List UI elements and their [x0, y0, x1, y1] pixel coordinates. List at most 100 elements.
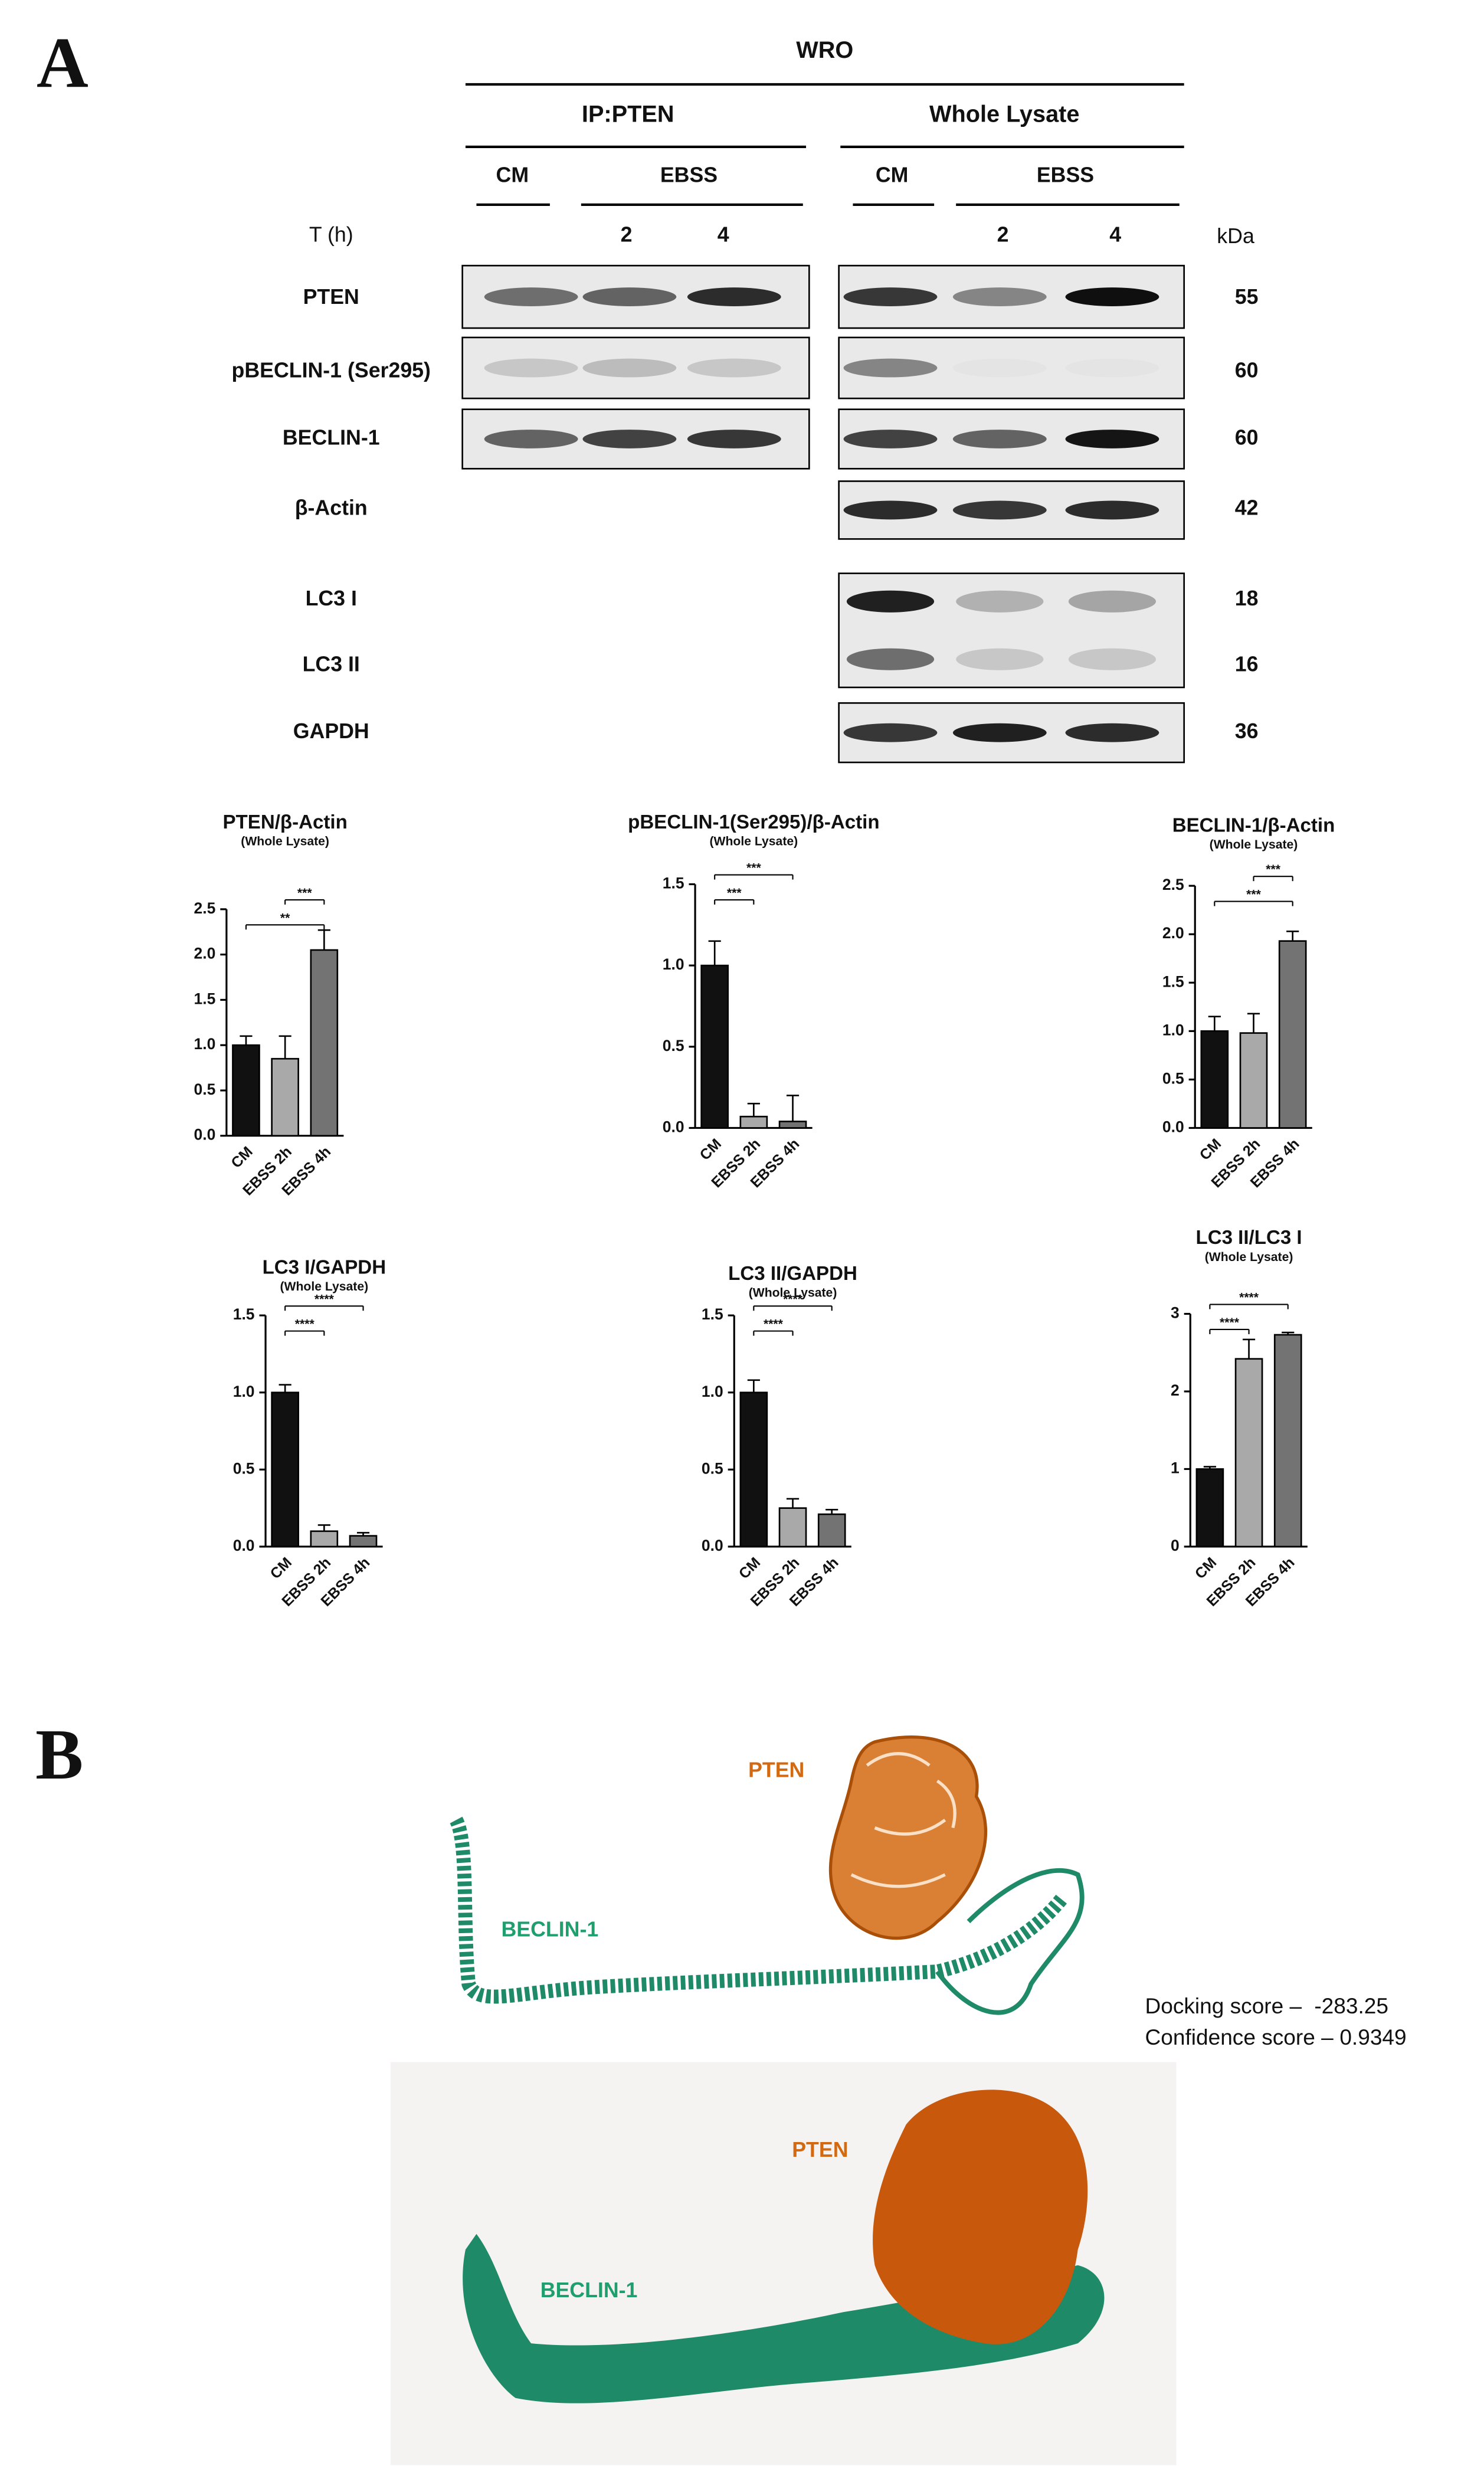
chart-title: LC3 II/LC3 I — [1196, 1227, 1302, 1249]
blot-band — [484, 287, 578, 306]
y-tick-label: 0.5 — [702, 1459, 723, 1477]
significance-label: **** — [295, 1318, 315, 1331]
blot-band — [956, 590, 1044, 613]
condition: EBSS — [1037, 163, 1094, 187]
y-tick-label: 1.5 — [663, 874, 684, 892]
blot-band — [952, 500, 1047, 520]
confidence-score: Confidence score –0.9349 — [1145, 2025, 1407, 2049]
x-tick-label: CM — [267, 1554, 295, 1582]
bar — [1278, 940, 1307, 1129]
blot-band — [843, 358, 938, 378]
blot-box — [461, 336, 810, 399]
bar — [232, 1044, 260, 1137]
kda-value: 42 — [1235, 496, 1259, 520]
y-tick-label: 0.5 — [663, 1037, 684, 1054]
y-tick-label: 2.0 — [1162, 924, 1184, 942]
y-tick-label: 1.0 — [194, 1035, 216, 1053]
docking-score: Docking score – -283.25 — [1145, 1993, 1388, 2018]
bar — [1273, 1334, 1302, 1548]
y-tick-label: 0.5 — [1162, 1069, 1184, 1087]
x-tick-label: CM — [228, 1144, 255, 1171]
x-tick-label: CM — [697, 1135, 725, 1163]
bar — [817, 1513, 846, 1548]
blot-band — [582, 287, 677, 306]
bar-chart: pBECLIN-1(Ser295)/β-Actin (Whole Lysate) 0… — [628, 811, 879, 1191]
x-tick-label: CM — [1192, 1554, 1220, 1582]
blot-band — [687, 358, 781, 378]
kda-value: 36 — [1235, 719, 1259, 743]
blot-box — [838, 572, 1185, 689]
y-tick-label: 0 — [1171, 1537, 1180, 1554]
chart-subtitle: (Whole Lysate) — [710, 835, 798, 849]
time: 2 — [621, 222, 633, 246]
y-tick-label: 0.5 — [233, 1459, 255, 1477]
y-tick-label: 2.5 — [1162, 876, 1184, 893]
significance-label: *** — [746, 862, 761, 875]
condition: CM — [496, 163, 529, 187]
structure-label: BECLIN-1 — [540, 2278, 638, 2302]
time: 4 — [718, 222, 729, 246]
y-tick-label: 0.0 — [663, 1118, 684, 1135]
y-tick-label: 1.0 — [663, 955, 684, 973]
blot-band — [1068, 590, 1157, 613]
blot-band — [952, 430, 1047, 448]
beclin-surface — [463, 2234, 1105, 2403]
time: 4 — [1109, 222, 1121, 246]
blot-band — [687, 430, 781, 448]
blot-band — [843, 723, 938, 742]
bar — [271, 1391, 299, 1548]
y-tick-label: 0.0 — [1162, 1118, 1184, 1135]
y-tick-label: 0.5 — [194, 1080, 216, 1098]
structure-label: BECLIN-1 — [502, 1918, 599, 1941]
significance-label: *** — [1266, 863, 1280, 876]
blot-label: PTEN — [303, 285, 359, 309]
time: 2 — [997, 222, 1009, 246]
y-tick-label: 1.0 — [233, 1383, 255, 1400]
y-tick-label: 2.5 — [194, 899, 216, 917]
blot-band — [846, 590, 935, 613]
kda-label: kDa — [1217, 224, 1254, 248]
significance-label: *** — [297, 886, 312, 900]
kda-value: 60 — [1235, 359, 1259, 382]
panel-label: B — [35, 1715, 83, 1794]
score-label: Docking score – — [1145, 1993, 1302, 2018]
y-tick-label: 1.5 — [194, 990, 216, 1007]
kda-value: 16 — [1235, 652, 1259, 676]
blot-band — [843, 500, 938, 520]
y-tick-label: 0.0 — [702, 1537, 723, 1554]
blot-band — [1068, 648, 1157, 670]
bar — [1239, 1032, 1268, 1129]
y-tick-label: 1.0 — [1162, 1021, 1184, 1039]
blot-band — [582, 358, 677, 378]
chart-subtitle: (Whole Lysate) — [1205, 1250, 1293, 1264]
score-value: -283.25 — [1314, 1993, 1388, 2018]
y-tick-label: 0.0 — [233, 1537, 255, 1554]
blot-band — [843, 430, 938, 448]
y-tick-label: 1 — [1171, 1459, 1180, 1476]
cell-line: WRO — [796, 37, 853, 63]
condition: CM — [876, 163, 909, 187]
bar — [1195, 1468, 1224, 1548]
x-tick-label: CM — [1197, 1135, 1224, 1163]
blot-band — [1065, 430, 1159, 448]
blot-band — [952, 287, 1047, 306]
blot-band — [1065, 500, 1159, 520]
blot-band — [1065, 723, 1159, 742]
bar — [271, 1057, 299, 1137]
blot-label: GAPDH — [293, 719, 369, 743]
group-label: IP:PTEN — [582, 101, 674, 127]
blot-label: LC3 II — [303, 652, 360, 676]
bar — [778, 1507, 807, 1548]
blot-label: LC3 I — [306, 587, 357, 610]
chart-title: LC3 II/GAPDH — [728, 1263, 857, 1285]
time-label: T (h) — [309, 222, 353, 246]
blot-box — [838, 336, 1185, 399]
significance-label: **** — [1220, 1316, 1240, 1329]
chart-title: PTEN/β-Actin — [222, 811, 347, 833]
significance-label: **** — [1239, 1291, 1259, 1305]
chart-title: pBECLIN-1(Ser295)/β-Actin — [628, 811, 879, 833]
blot-band — [484, 358, 578, 378]
y-tick-label: 2.0 — [194, 945, 216, 962]
